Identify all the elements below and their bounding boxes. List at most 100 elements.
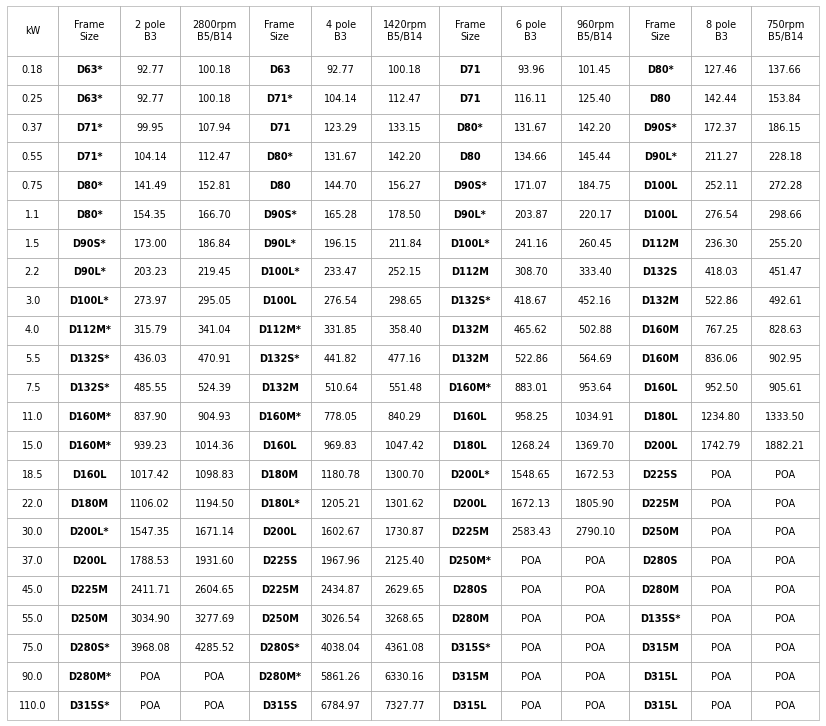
Bar [249,605,311,634]
Bar [439,258,501,287]
Text: D80: D80 [459,152,481,162]
Bar [59,200,121,229]
Text: D250M: D250M [70,614,108,624]
Bar [561,518,629,547]
Bar [180,316,249,345]
Bar [311,691,371,720]
Text: 1014.36: 1014.36 [195,441,235,451]
Text: POA: POA [585,556,605,566]
Bar [561,258,629,287]
Bar [629,547,691,576]
Bar [691,171,751,200]
Bar [180,374,249,402]
Bar [180,402,249,431]
Bar [629,56,691,85]
Text: 5861.26: 5861.26 [320,672,361,682]
Text: 3026.54: 3026.54 [320,614,361,624]
Text: D80*: D80* [266,152,293,162]
Text: 1106.02: 1106.02 [131,499,170,508]
Text: 1098.83: 1098.83 [195,470,235,480]
Text: 4285.52: 4285.52 [194,643,235,653]
Bar [629,229,691,258]
Bar [629,431,691,460]
Bar [311,547,371,576]
Bar [751,576,819,605]
Text: 154.35: 154.35 [134,210,168,220]
Text: D160M*: D160M* [259,412,301,422]
Bar [439,691,501,720]
Bar [180,662,249,691]
Text: 0.37: 0.37 [21,123,43,133]
Text: 123.29: 123.29 [324,123,358,133]
Text: 141.49: 141.49 [134,181,167,191]
Text: 298.66: 298.66 [768,210,802,220]
Text: D132M: D132M [261,383,298,393]
Text: 22.0: 22.0 [21,499,43,508]
Bar [439,316,501,345]
Text: D80: D80 [649,94,671,104]
Bar [691,316,751,345]
Bar [691,200,751,229]
Text: 510.64: 510.64 [324,383,358,393]
Text: D280S: D280S [643,556,678,566]
Text: 104.14: 104.14 [324,94,358,104]
Bar [751,634,819,662]
Bar [311,200,371,229]
Text: D71*: D71* [76,123,102,133]
Text: 7.5: 7.5 [25,383,40,393]
Text: D315L: D315L [643,672,677,682]
Bar [691,345,751,374]
Bar [629,605,691,634]
Text: POA: POA [776,614,795,624]
Bar [249,345,311,374]
Text: D280M*: D280M* [68,672,111,682]
Bar [629,171,691,200]
Text: 551.48: 551.48 [387,383,421,393]
Text: 125.40: 125.40 [578,94,612,104]
Bar [501,576,561,605]
Bar [561,56,629,85]
Text: 112.47: 112.47 [387,94,421,104]
Text: 502.88: 502.88 [578,325,612,335]
Bar [439,402,501,431]
Text: 837.90: 837.90 [134,412,167,422]
Text: 1034.91: 1034.91 [575,412,615,422]
Text: 1301.62: 1301.62 [385,499,425,508]
Text: D250M: D250M [641,527,679,537]
Bar [180,258,249,287]
Text: D225S: D225S [262,556,297,566]
Text: D90L*: D90L* [73,267,106,277]
Bar [249,6,311,56]
Bar [59,489,121,518]
Bar [439,171,501,200]
Text: D112M*: D112M* [68,325,111,335]
Text: 1882.21: 1882.21 [765,441,805,451]
Text: 953.64: 953.64 [578,383,612,393]
Text: D135S*: D135S* [640,614,681,624]
Text: D200L*: D200L* [450,470,490,480]
Text: 1180.78: 1180.78 [320,470,361,480]
Bar [439,662,501,691]
Text: 1671.14: 1671.14 [194,527,235,537]
Bar [691,460,751,489]
Text: 153.84: 153.84 [768,94,802,104]
Bar [311,229,371,258]
Bar [7,460,59,489]
Text: D280M*: D280M* [258,672,301,682]
Text: 952.50: 952.50 [704,383,738,393]
Bar [59,662,121,691]
Text: D315L: D315L [453,701,487,711]
Text: D315L: D315L [643,701,677,711]
Text: 233.47: 233.47 [324,267,358,277]
Bar [371,200,439,229]
Text: D71*: D71* [266,94,293,104]
Text: 1602.67: 1602.67 [320,527,361,537]
Text: 18.5: 18.5 [21,470,43,480]
Text: 1788.53: 1788.53 [131,556,170,566]
Bar [7,576,59,605]
Bar [59,374,121,402]
Bar [311,287,371,316]
Bar [180,518,249,547]
Text: 127.46: 127.46 [705,65,738,76]
Bar [691,634,751,662]
